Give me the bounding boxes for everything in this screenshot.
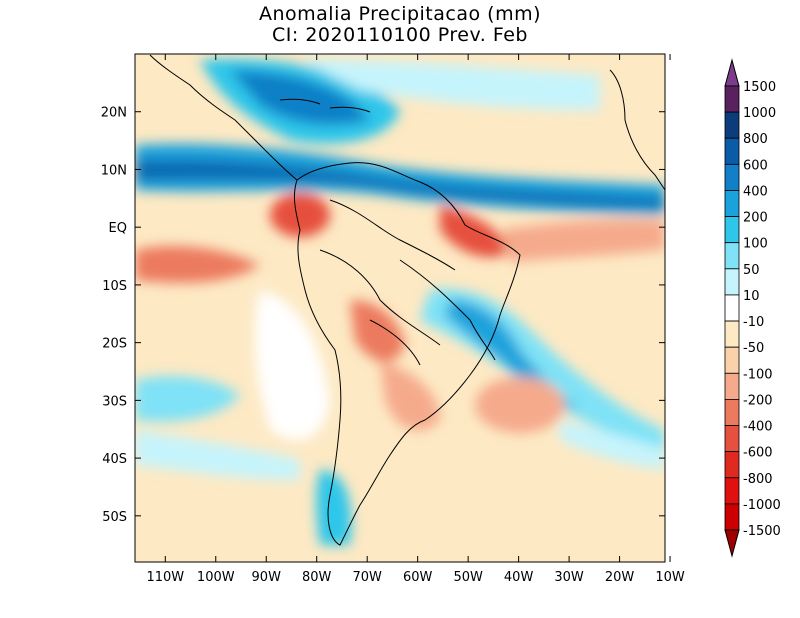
lat-tick-label: 10N [101, 163, 127, 178]
colorbar-box [724, 451, 740, 479]
colorbar-label: 200 [743, 211, 768, 226]
colorbar-box [724, 268, 740, 296]
colorbar-box [724, 137, 740, 165]
lon-tick-label: 50W [453, 570, 483, 585]
colorbar-box [724, 163, 740, 191]
colorbar-label: 1500 [743, 80, 776, 95]
map-title: Anomalia Precipitacao (mm) [258, 3, 541, 25]
colorbar-arrow-top [724, 58, 740, 87]
lon-tick-label: 10W [655, 570, 685, 585]
colorbar-label: 50 [743, 263, 760, 278]
colorbar-label: 100 [743, 237, 768, 252]
colorbar-label: -200 [743, 393, 773, 408]
colorbar-label: -50 [743, 341, 764, 356]
colorbar-box [724, 111, 740, 139]
lat-tick-label: 50S [102, 510, 127, 525]
colorbar-label: -1500 [743, 524, 781, 539]
lon-tick-label: 90W [252, 570, 282, 585]
latitude-axis: 20N 10N EQ 10S 20S 30S 40S 50S [101, 106, 665, 525]
colorbar-label: -400 [743, 420, 773, 435]
lat-tick-label: EQ [109, 221, 127, 236]
lat-tick-label: 30S [102, 394, 127, 409]
colorbar-box [724, 372, 740, 400]
colorbar-box [724, 346, 740, 374]
lon-tick-label: 30W [554, 570, 584, 585]
lat-tick-label: 40S [102, 452, 127, 467]
colorbar-label: -100 [743, 367, 773, 382]
lon-tick-label: 110W [146, 570, 184, 585]
colorbar-label: -10 [743, 315, 764, 330]
lon-tick-label: 20W [605, 570, 635, 585]
coastlines [149, 54, 665, 546]
longitude-axis: 110W 100W 90W 80W 70W 60W 50W 40W 30W 20W 10W [146, 54, 685, 585]
map-frame [134, 53, 666, 563]
colorbar-label: 10 [743, 289, 760, 304]
map-subtitle: CI: 2020110100 Prev. Feb [272, 24, 528, 46]
lon-tick-label: 70W [352, 570, 382, 585]
lon-tick-label: 60W [403, 570, 433, 585]
colorbar-box [724, 85, 740, 113]
colorbar-box [724, 477, 740, 505]
anomaly-field [135, 54, 665, 562]
colorbar-box [724, 190, 740, 217]
colorbar-box [724, 242, 740, 270]
lon-tick-label: 80W [302, 570, 332, 585]
lon-tick-label: 100W [197, 570, 235, 585]
colorbar-box [724, 503, 740, 531]
colorbar-arrow-bottom [724, 529, 740, 558]
colorbar-label: 400 [743, 184, 768, 199]
colorbar-box [724, 425, 740, 453]
colorbar: 1500 1000 800 600 400 200 100 50 10 -10 -50 -100 -20… [724, 58, 781, 558]
colorbar-label: 800 [743, 132, 768, 147]
lat-tick-label: 20N [101, 106, 127, 121]
colorbar-label: 1000 [743, 106, 776, 121]
colorbar-label: -1000 [743, 498, 781, 513]
lat-tick-label: 20S [102, 337, 127, 352]
lat-tick-label: 10S [102, 279, 127, 294]
colorbar-box [724, 320, 740, 348]
colorbar-label: -600 [743, 446, 773, 461]
lon-tick-label: 40W [504, 570, 534, 585]
colorbar-label: 600 [743, 158, 768, 173]
colorbar-label: -800 [743, 472, 773, 487]
colorbar-box [724, 399, 740, 426]
colorbar-box [724, 216, 740, 244]
colorbar-box [724, 294, 740, 322]
